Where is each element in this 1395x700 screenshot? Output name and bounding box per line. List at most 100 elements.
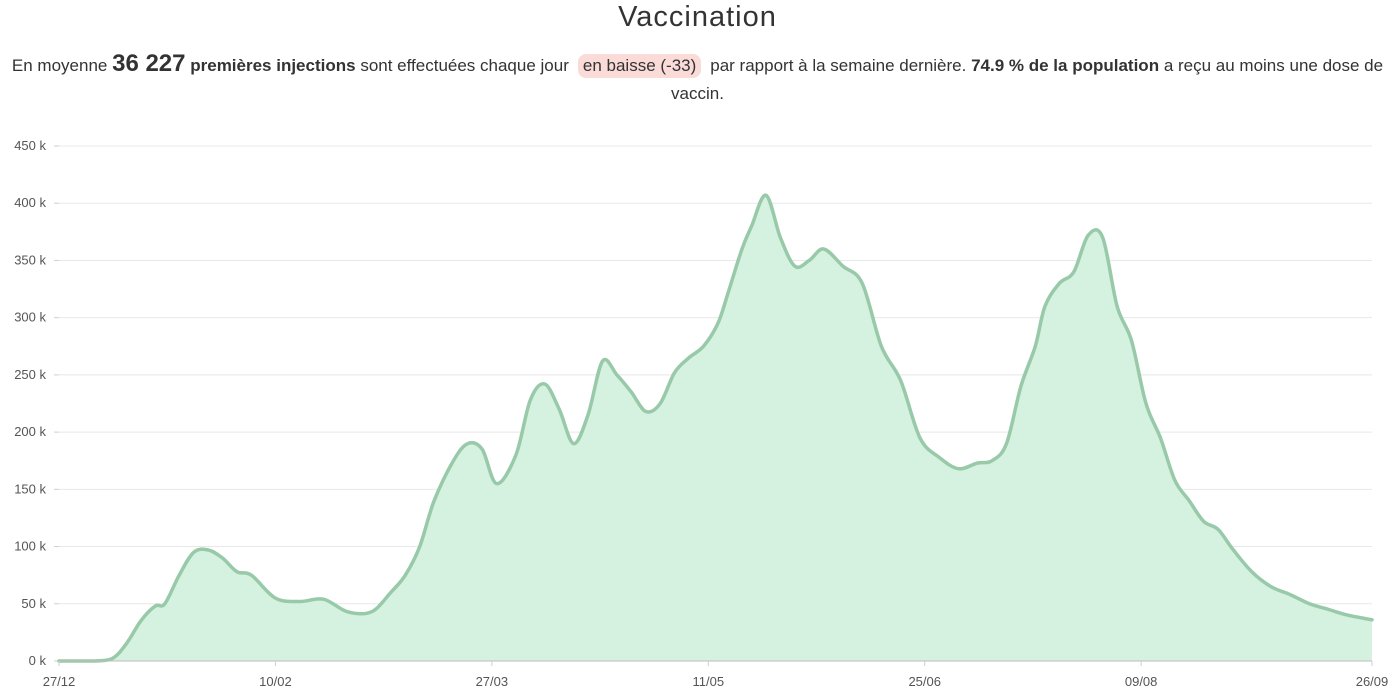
y-tick-label: 50 k bbox=[21, 596, 46, 611]
data-point bbox=[630, 391, 633, 394]
chart-title: Vaccination bbox=[618, 1, 777, 33]
y-tick-label: 150 k bbox=[14, 481, 46, 496]
data-point bbox=[741, 248, 744, 251]
data-point bbox=[389, 591, 392, 594]
data-point bbox=[192, 551, 195, 554]
data-point bbox=[125, 642, 128, 645]
data-point bbox=[322, 598, 325, 601]
data-point bbox=[1173, 479, 1176, 482]
data-point bbox=[587, 413, 590, 416]
data-point bbox=[991, 459, 994, 462]
data-point bbox=[1019, 385, 1022, 388]
data-point bbox=[750, 225, 753, 228]
data-point bbox=[1101, 236, 1104, 239]
x-tick-label: 26/09 bbox=[1356, 674, 1389, 689]
summary-text: En moyenne 36 227 premières injections s… bbox=[0, 50, 1395, 108]
x-tick-label: 25/06 bbox=[908, 674, 941, 689]
x-axis-ticks: 27/12 10/02 27/03 11/05 25/06 09/08 26/09 bbox=[43, 661, 1389, 689]
data-point bbox=[163, 602, 166, 605]
trend-badge: en baisse (-33) bbox=[577, 54, 702, 78]
data-point bbox=[808, 259, 811, 262]
summary-suffix: a reçu au moins une dose de vaccin. bbox=[671, 56, 1384, 103]
data-point bbox=[793, 265, 796, 268]
y-tick-label: 450 k bbox=[14, 138, 46, 153]
x-tick-label: 27/12 bbox=[43, 674, 76, 689]
data-point bbox=[726, 293, 729, 296]
data-point bbox=[274, 597, 277, 600]
metric-label: premières injections bbox=[190, 56, 356, 75]
data-point bbox=[1217, 528, 1220, 531]
x-tick-label: 11/05 bbox=[692, 674, 724, 689]
data-point bbox=[207, 549, 210, 552]
summary-middle: sont effectuées chaque jour bbox=[360, 56, 569, 75]
data-point bbox=[1371, 618, 1374, 621]
data-point bbox=[880, 345, 883, 348]
data-point bbox=[659, 402, 662, 405]
data-point bbox=[1116, 305, 1119, 308]
data-point bbox=[957, 467, 960, 470]
data-point bbox=[765, 194, 768, 197]
y-tick-label: 350 k bbox=[14, 252, 46, 267]
x-tick-label: 09/08 bbox=[1125, 674, 1158, 689]
data-point bbox=[572, 442, 575, 445]
data-point bbox=[1250, 570, 1253, 573]
x-tick-label: 10/02 bbox=[259, 674, 292, 689]
data-point bbox=[842, 265, 845, 268]
data-point bbox=[1044, 305, 1047, 308]
y-tick-label: 300 k bbox=[14, 310, 46, 325]
data-point bbox=[370, 610, 373, 613]
y-axis-ticks: 0 k 50 k 100 k 150 k 200 k 250 k 300 k 350 k 400… bbox=[14, 138, 59, 668]
data-point bbox=[1289, 593, 1292, 596]
data-point bbox=[1072, 270, 1075, 273]
y-tick-label: 200 k bbox=[14, 424, 46, 439]
data-point bbox=[716, 322, 719, 325]
data-point bbox=[529, 399, 532, 402]
population-share: 74.9 % de la population bbox=[971, 56, 1160, 75]
data-point bbox=[346, 610, 349, 613]
data-point bbox=[110, 657, 113, 660]
data-point bbox=[404, 574, 407, 577]
data-point bbox=[1034, 345, 1037, 348]
data-point bbox=[688, 356, 691, 359]
data-point bbox=[702, 345, 705, 348]
data-point bbox=[822, 248, 825, 251]
data-point bbox=[418, 545, 421, 548]
data-point bbox=[1327, 608, 1330, 611]
data-point bbox=[452, 459, 455, 462]
data-point bbox=[1058, 282, 1061, 285]
data-point bbox=[1270, 585, 1273, 588]
y-tick-label: 100 k bbox=[14, 539, 46, 554]
data-point bbox=[779, 236, 782, 239]
data-point bbox=[976, 462, 979, 465]
data-point bbox=[236, 570, 239, 573]
summary-after-trend: par rapport à la semaine dernière. bbox=[710, 56, 967, 75]
data-point bbox=[139, 619, 142, 622]
series-area bbox=[59, 195, 1372, 661]
data-point bbox=[1308, 602, 1311, 605]
x-tick-label: 27/03 bbox=[476, 674, 509, 689]
average-value: 36 227 bbox=[112, 50, 186, 77]
series-line bbox=[57, 193, 1374, 663]
data-point bbox=[1087, 234, 1090, 237]
y-tick-label: 400 k bbox=[14, 195, 46, 210]
data-point bbox=[1202, 520, 1205, 523]
data-point bbox=[1130, 339, 1133, 342]
data-point bbox=[615, 373, 618, 376]
data-point bbox=[298, 600, 301, 603]
y-tick-label: 250 k bbox=[14, 367, 46, 382]
data-point bbox=[558, 408, 561, 411]
data-point bbox=[1005, 442, 1008, 445]
data-point bbox=[543, 383, 546, 386]
data-point bbox=[1188, 499, 1191, 502]
data-point bbox=[514, 454, 517, 457]
summary-prefix: En moyenne bbox=[11, 56, 108, 75]
data-point bbox=[1231, 547, 1234, 550]
data-point bbox=[918, 436, 921, 439]
data-point bbox=[154, 605, 157, 608]
data-point bbox=[433, 499, 436, 502]
data-point bbox=[250, 574, 253, 577]
data-point bbox=[1347, 614, 1350, 617]
data-point bbox=[481, 448, 484, 451]
data-point bbox=[178, 574, 181, 577]
